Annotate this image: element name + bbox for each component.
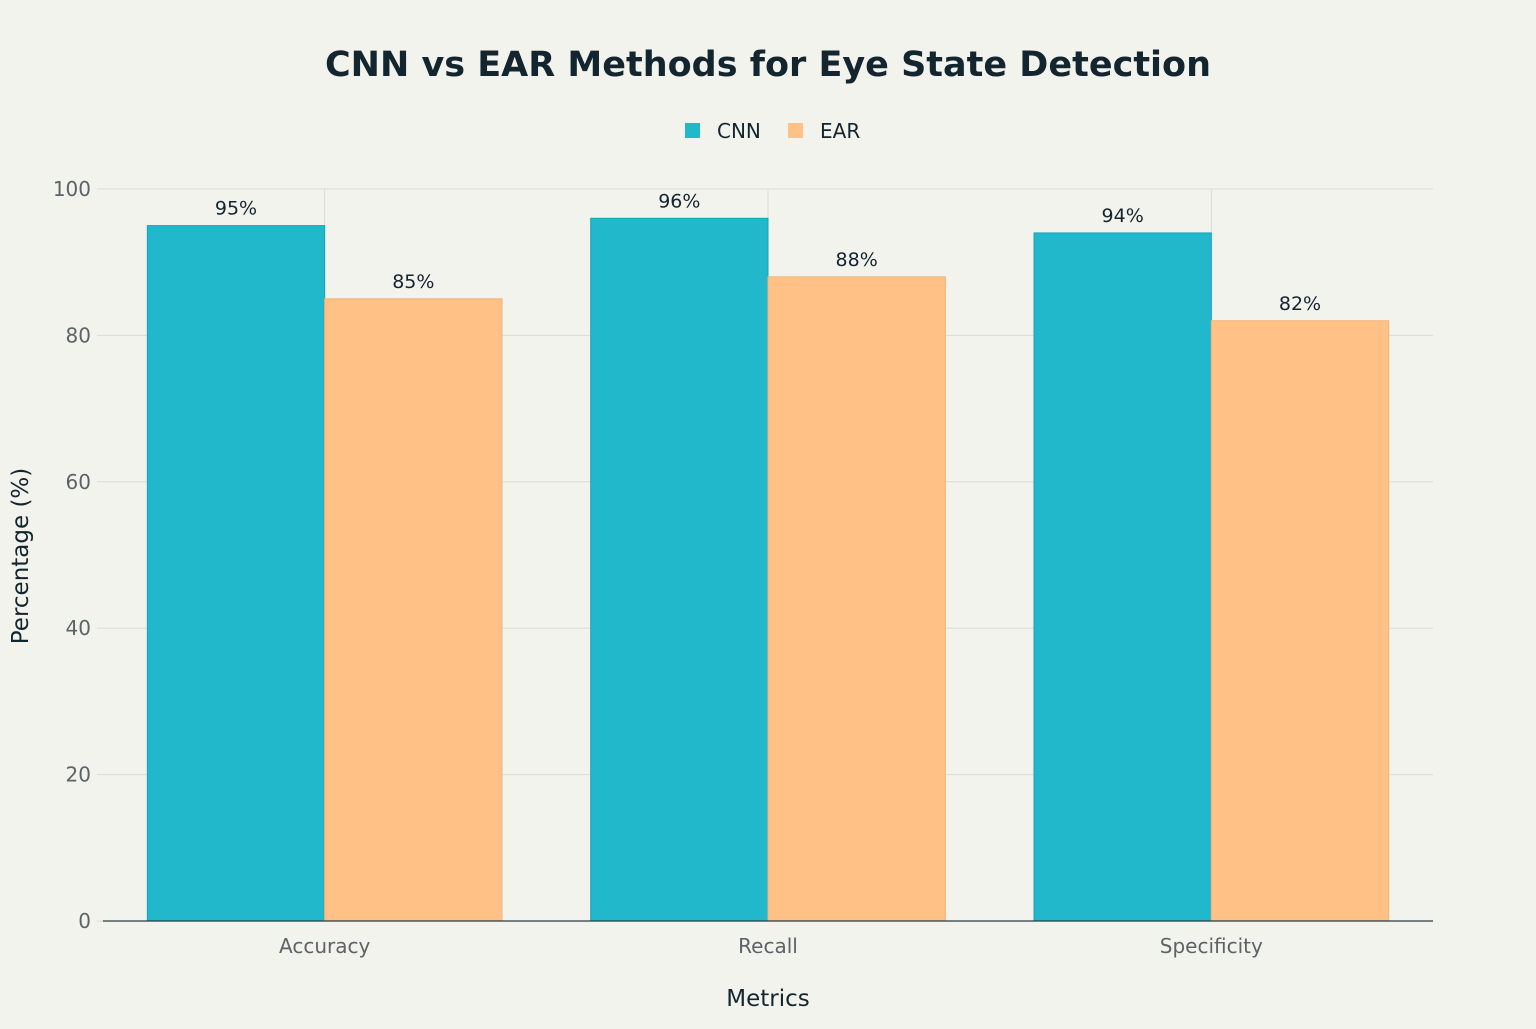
y-tick-label: 100 [53, 177, 91, 201]
y-tick-label: 20 [66, 763, 91, 787]
bar-cnn-specificity [1033, 232, 1212, 922]
legend: CNN EAR [685, 119, 860, 143]
chart-title: CNN vs EAR Methods for Eye State Detecti… [325, 45, 1211, 85]
data-labels: 95% 96% 94% 85% 88% 82% [215, 190, 1321, 314]
legend-swatch-ear [788, 123, 803, 138]
bars [146, 217, 1390, 922]
bar-ear-recall [767, 276, 946, 922]
bar-ear-specificity [1210, 320, 1390, 922]
y-tick-label: 40 [66, 616, 91, 640]
data-label-ear-recall: 88% [836, 249, 878, 271]
bar-ear-accuracy [324, 298, 503, 922]
x-tick-label: Recall [738, 934, 798, 958]
y-tick-label: 60 [66, 470, 91, 494]
legend-label-cnn: CNN [717, 119, 761, 143]
data-label-cnn-specificity: 94% [1102, 205, 1144, 227]
y-tick-label: 0 [78, 909, 91, 933]
legend-swatch-cnn [685, 123, 700, 138]
y-tick-label: 80 [66, 323, 91, 347]
y-axis-label: Percentage (%) [8, 468, 34, 645]
data-label-ear-accuracy: 85% [392, 271, 434, 293]
x-tick-label: Accuracy [279, 934, 370, 958]
data-label-ear-specificity: 82% [1279, 293, 1321, 315]
y-axis-ticks: 0 20 40 60 80 100 [53, 177, 103, 933]
legend-label-ear: EAR [820, 119, 860, 143]
x-axis-label: Metrics [726, 986, 810, 1012]
bar-cnn-accuracy [146, 225, 326, 922]
data-label-cnn-recall: 96% [658, 190, 700, 212]
x-axis-ticks: Accuracy Recall Specificity [279, 934, 1263, 958]
bar-cnn-recall [590, 217, 769, 922]
x-tick-label: Specificity [1160, 934, 1263, 958]
data-label-cnn-accuracy: 95% [215, 198, 257, 220]
